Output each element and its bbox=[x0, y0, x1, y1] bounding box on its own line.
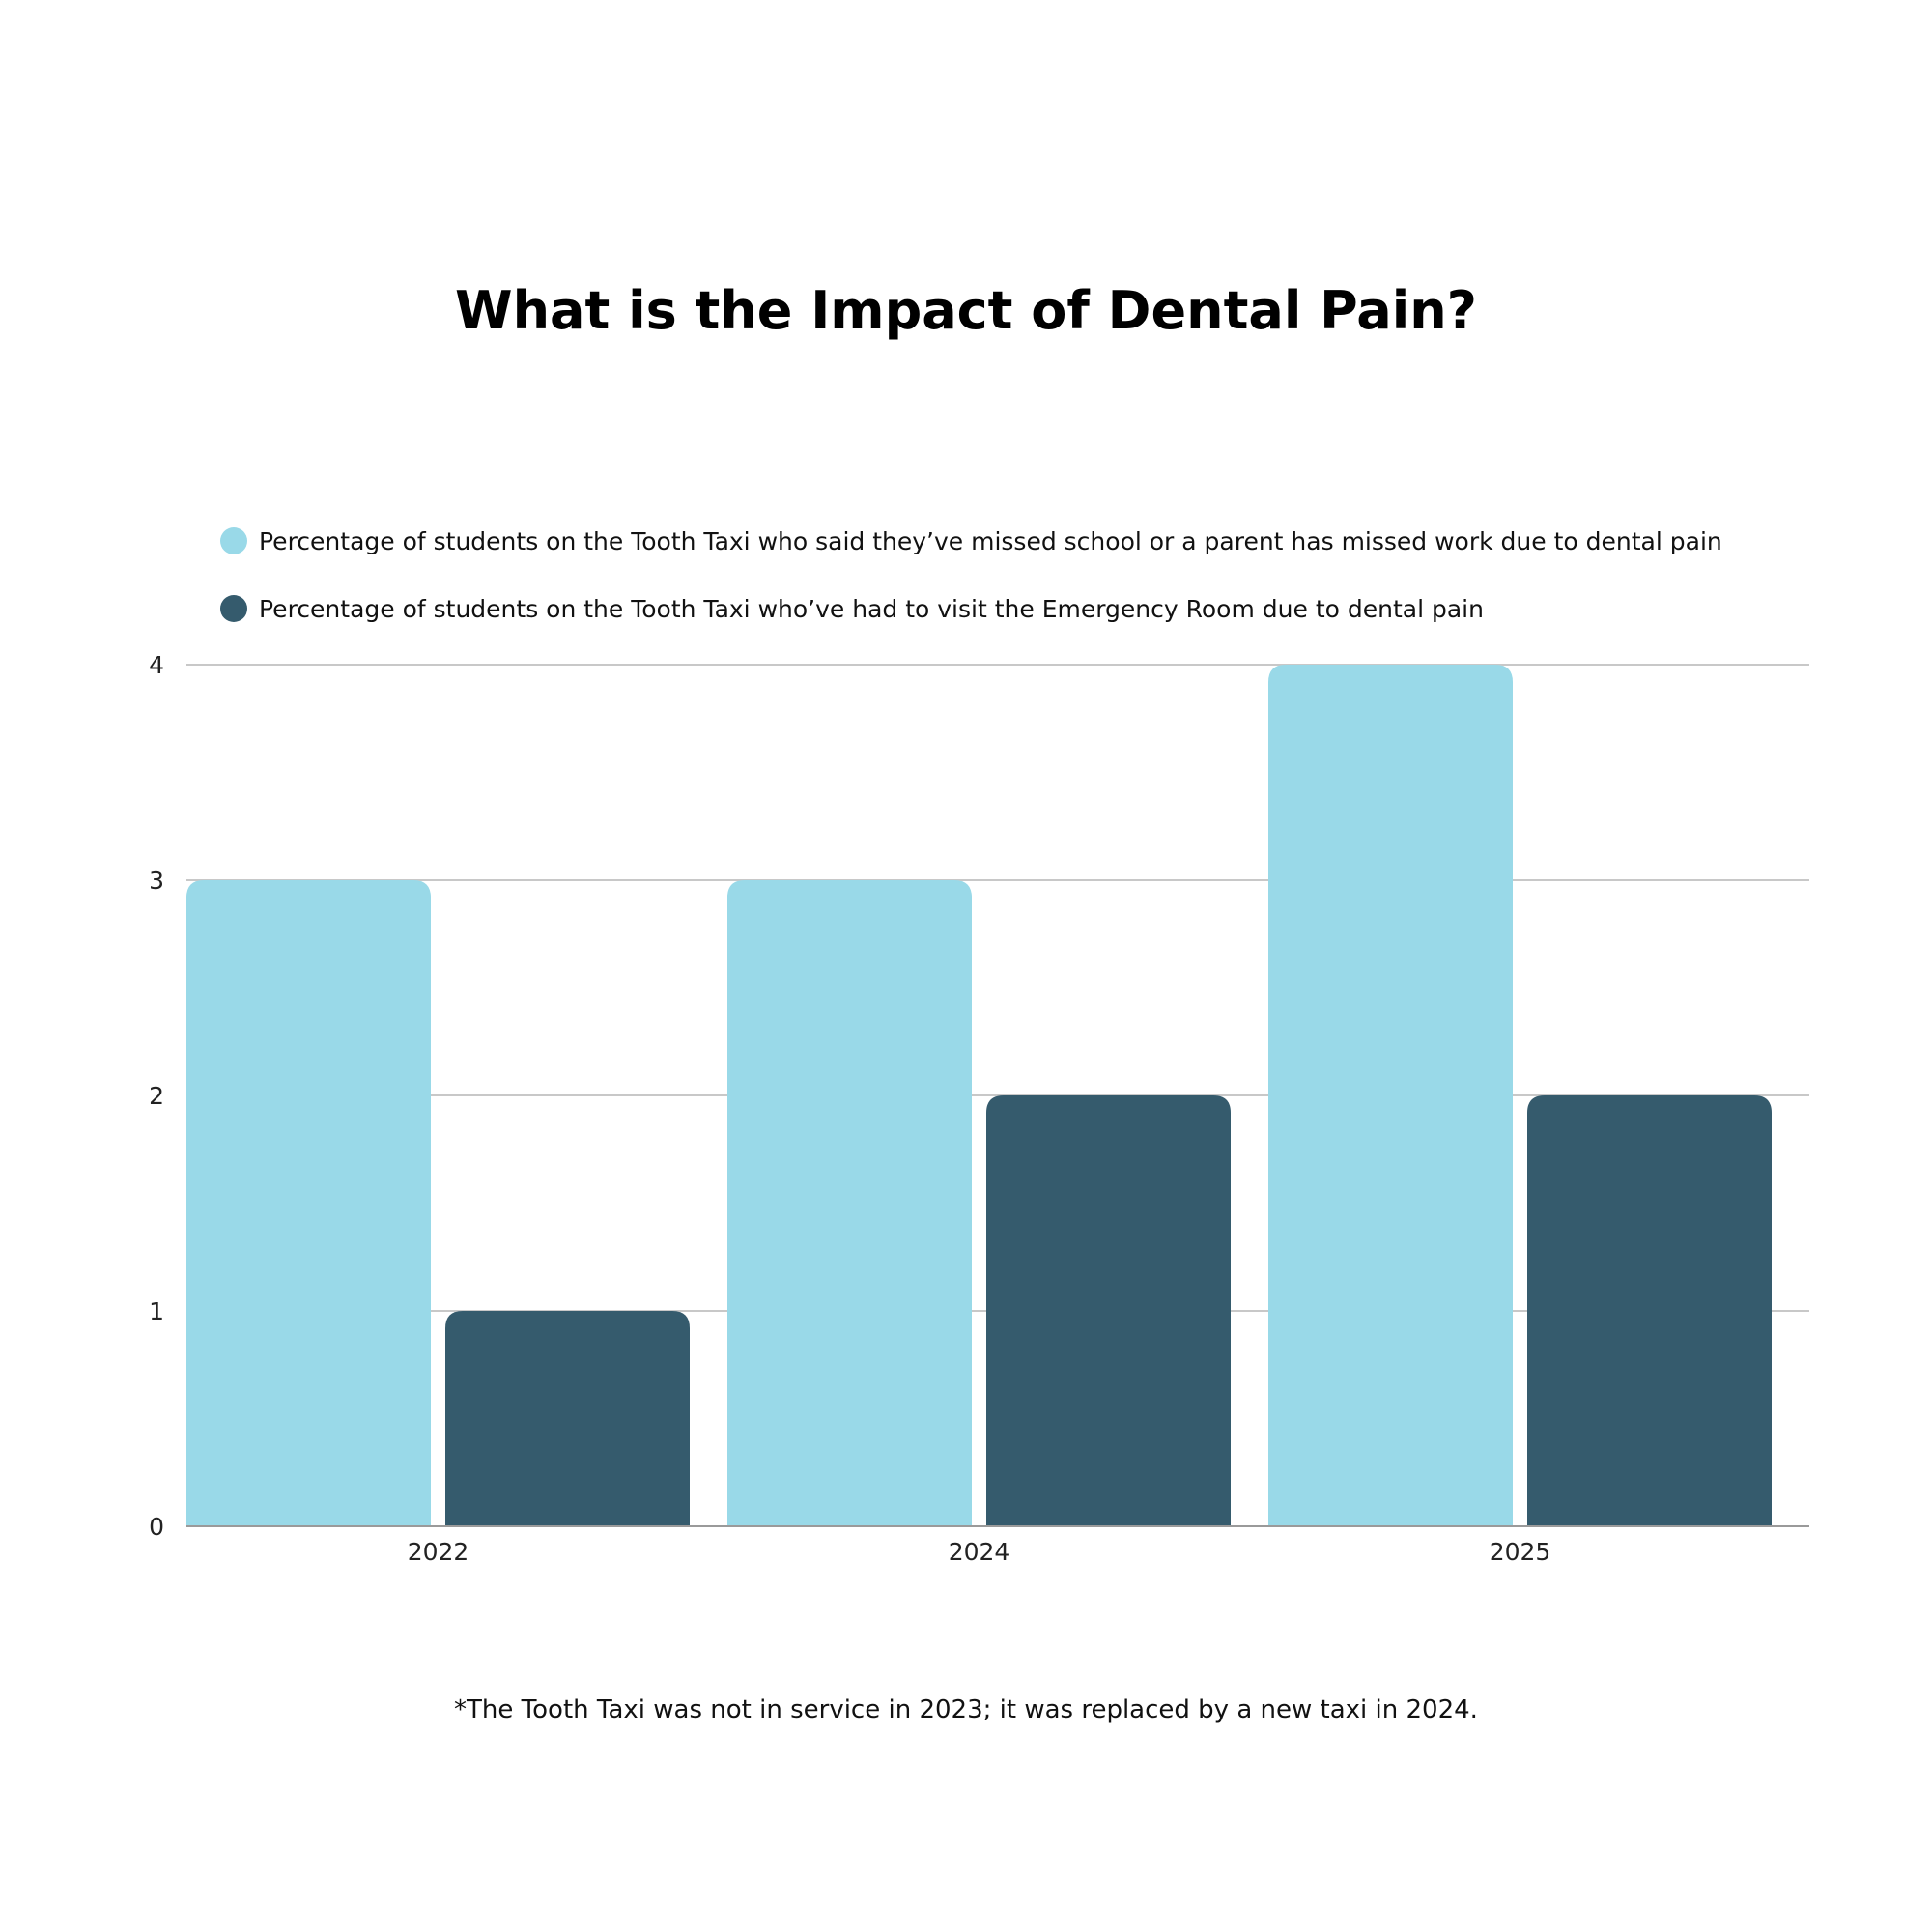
bar-2025-series-1 bbox=[1268, 665, 1513, 1526]
y-tick-label-0: 0 bbox=[149, 1513, 164, 1541]
bar-2022-series-2 bbox=[445, 1311, 690, 1526]
bars bbox=[186, 665, 1772, 1526]
bar-2025-series-2 bbox=[1527, 1095, 1772, 1526]
y-tick-label-4: 4 bbox=[149, 651, 164, 679]
y-tick-label-2: 2 bbox=[149, 1082, 164, 1110]
bar-2024-series-2 bbox=[986, 1095, 1231, 1526]
x-tick-label-2025: 2025 bbox=[1490, 1538, 1551, 1566]
legend-item-emergency-room: Percentage of students on the Tooth Taxi… bbox=[220, 589, 1722, 628]
bar-2022-series-1 bbox=[186, 880, 431, 1526]
y-tick-label-1: 1 bbox=[149, 1297, 164, 1325]
footnote: *The Tooth Taxi was not in service in 20… bbox=[454, 1695, 1478, 1724]
x-tick-label-2024: 2024 bbox=[949, 1538, 1010, 1566]
tick-labels: 0 1 2 3 4 2022 2024 2025 bbox=[149, 651, 1550, 1566]
legend-item-missed-school: Percentage of students on the Tooth Taxi… bbox=[220, 522, 1722, 560]
legend-swatch-dark-icon bbox=[220, 595, 247, 622]
chart-title: What is the Impact of Dental Pain? bbox=[455, 280, 1477, 341]
legend-swatch-light-icon bbox=[220, 527, 247, 554]
legend-label-emergency-room: Percentage of students on the Tooth Taxi… bbox=[259, 594, 1484, 623]
y-tick-label-3: 3 bbox=[149, 867, 164, 895]
bar-2024-series-1 bbox=[727, 880, 972, 1526]
legend-label-missed-school: Percentage of students on the Tooth Taxi… bbox=[259, 526, 1722, 555]
chart-legend: Percentage of students on the Tooth Taxi… bbox=[220, 522, 1722, 657]
x-tick-label-2022: 2022 bbox=[408, 1538, 469, 1566]
